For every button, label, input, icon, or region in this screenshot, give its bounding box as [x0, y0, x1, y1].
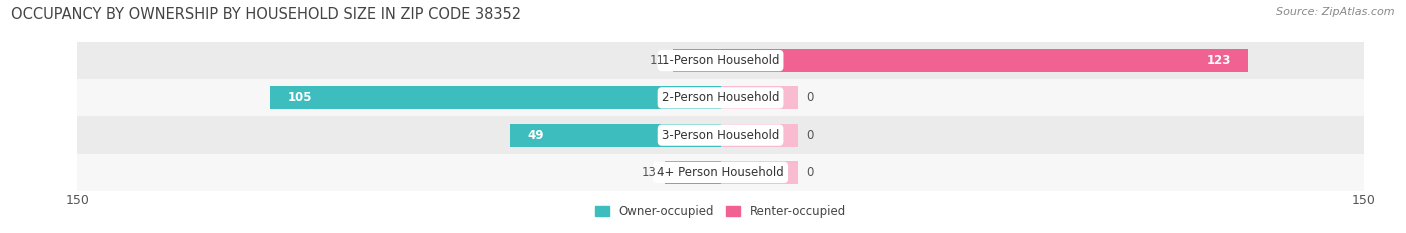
Text: 123: 123: [1206, 54, 1230, 67]
Bar: [77, 116, 1364, 154]
Text: 4+ Person Household: 4+ Person Household: [657, 166, 785, 179]
Bar: [721, 86, 797, 110]
Text: 13: 13: [641, 166, 657, 179]
Text: 0: 0: [807, 129, 814, 142]
Bar: [721, 161, 797, 184]
Bar: [721, 123, 797, 147]
Text: 49: 49: [527, 129, 544, 142]
Text: OCCUPANCY BY OWNERSHIP BY HOUSEHOLD SIZE IN ZIP CODE 38352: OCCUPANCY BY OWNERSHIP BY HOUSEHOLD SIZE…: [11, 7, 522, 22]
Bar: [77, 154, 1364, 191]
Bar: [665, 161, 721, 184]
Bar: [77, 79, 1364, 116]
Bar: [510, 123, 721, 147]
Text: Source: ZipAtlas.com: Source: ZipAtlas.com: [1277, 7, 1395, 17]
Bar: [77, 42, 1364, 79]
Text: 105: 105: [287, 91, 312, 104]
Text: 2-Person Household: 2-Person Household: [662, 91, 779, 104]
Text: 3-Person Household: 3-Person Household: [662, 129, 779, 142]
Text: 0: 0: [807, 91, 814, 104]
Bar: [673, 49, 721, 72]
Bar: [270, 86, 721, 110]
Text: 0: 0: [807, 166, 814, 179]
Text: 1-Person Household: 1-Person Household: [662, 54, 779, 67]
Legend: Owner-occupied, Renter-occupied: Owner-occupied, Renter-occupied: [595, 205, 846, 218]
Text: 11: 11: [650, 54, 665, 67]
Bar: [721, 49, 1249, 72]
